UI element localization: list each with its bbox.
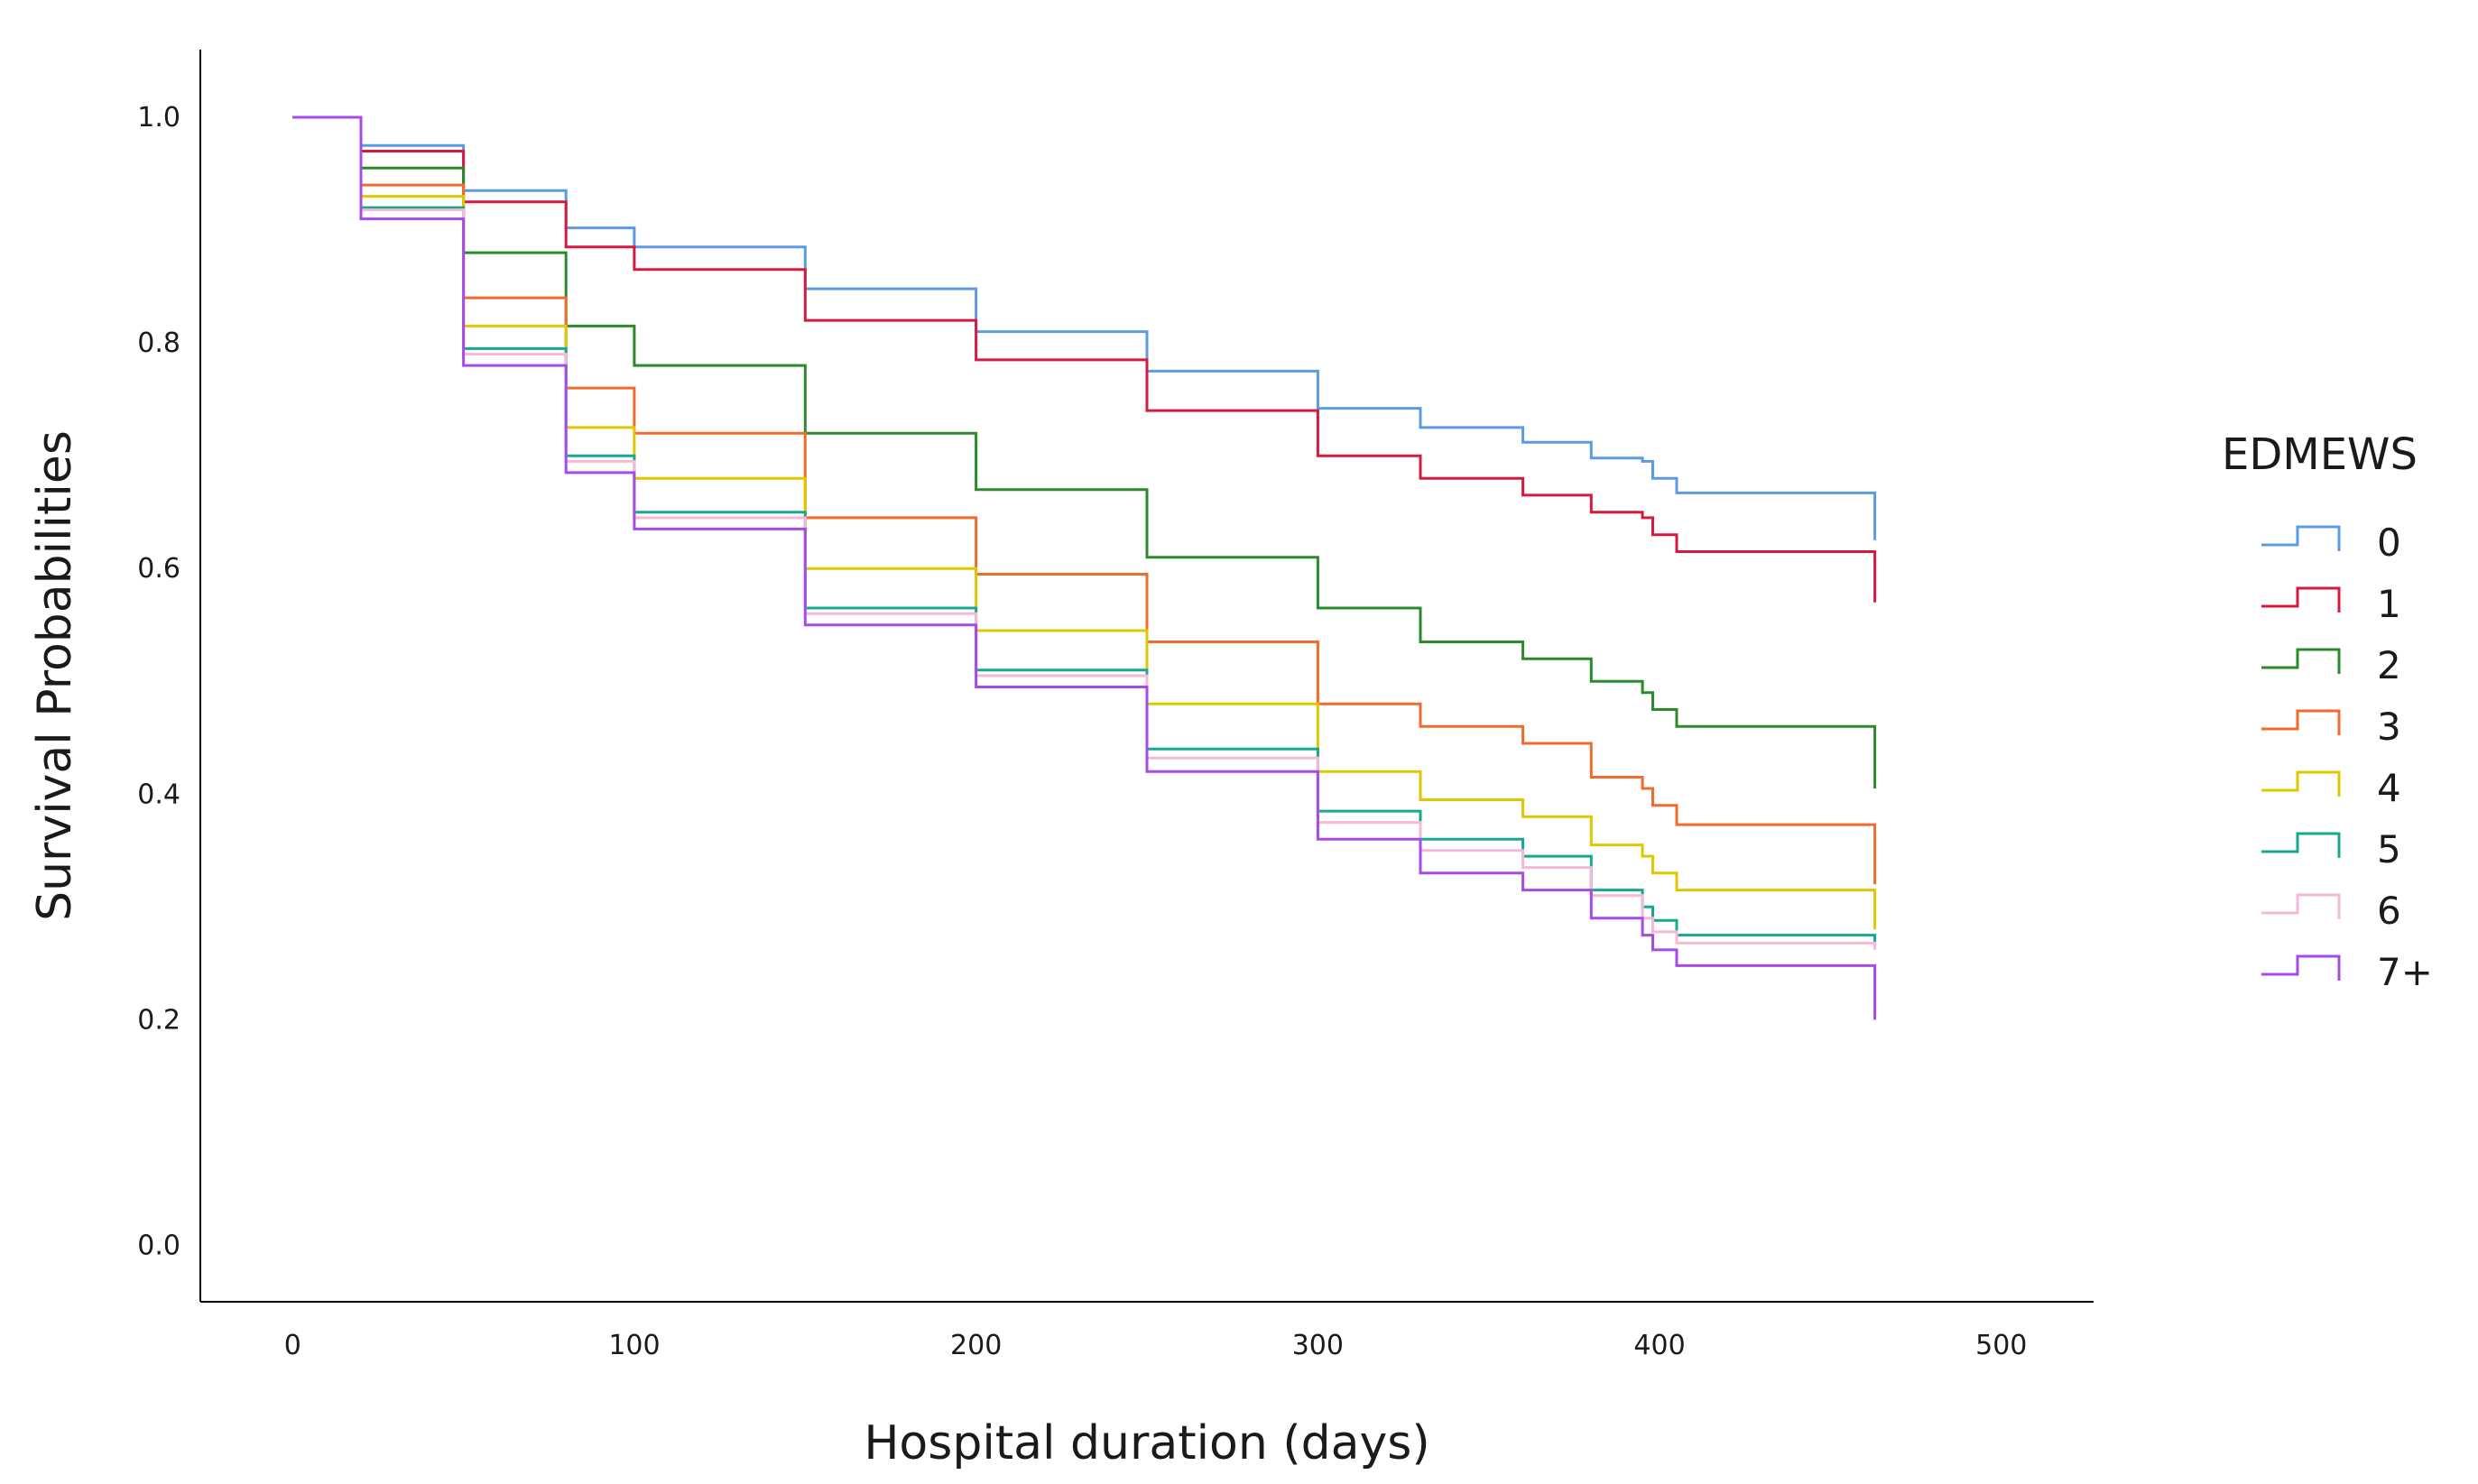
x-tick-label: 400 <box>1633 1330 1685 1361</box>
y-tick-label: 1.0 <box>137 102 180 134</box>
y-tick-labels: 0.0 0.2 0.4 0.6 0.8 1.0 <box>137 102 180 1261</box>
legend: EDMEWS 0 1 2 3 4 5 6 7+ <box>2222 429 2433 994</box>
y-tick-label: 0.8 <box>137 327 180 359</box>
legend-key <box>2261 709 2341 735</box>
legend-label: 4 <box>2377 766 2401 810</box>
series-line-4 <box>292 115 1877 930</box>
legend-title: EDMEWS <box>2222 429 2418 480</box>
series-line-0 <box>292 115 1877 540</box>
y-tick-label: 0.4 <box>137 779 180 810</box>
legend-label: 5 <box>2377 827 2401 871</box>
series-line-5 <box>292 115 1877 947</box>
legend-key <box>2261 770 2341 797</box>
legend-items: 0 1 2 3 4 5 6 7+ <box>2261 521 2433 994</box>
x-axis-title: Hospital duration (days) <box>864 1416 1429 1470</box>
series-line-3 <box>292 115 1877 885</box>
x-tick-label: 200 <box>950 1330 1002 1361</box>
series-line-1 <box>292 115 1877 603</box>
x-tick-labels: 0 100 200 300 400 500 <box>284 1330 2028 1361</box>
legend-label: 1 <box>2377 582 2401 626</box>
legend-label: 7+ <box>2377 950 2433 994</box>
y-tick-label: 0.6 <box>137 553 180 585</box>
legend-label: 2 <box>2377 643 2401 687</box>
legend-key <box>2261 832 2341 858</box>
x-tick-label: 500 <box>1975 1330 2027 1361</box>
legend-label: 0 <box>2377 521 2401 565</box>
x-tick-label: 0 <box>284 1330 301 1361</box>
series-line-6 <box>292 115 1877 950</box>
y-axis-title: Survival Probabilities <box>28 430 82 921</box>
series-line-7plus <box>292 115 1877 1020</box>
legend-key <box>2261 954 2341 981</box>
series-lines <box>292 115 1877 1020</box>
x-tick-label: 300 <box>1292 1330 1344 1361</box>
legend-key <box>2261 525 2341 551</box>
legend-key <box>2261 893 2341 919</box>
legend-key <box>2261 586 2341 613</box>
series-line-2 <box>292 115 1877 788</box>
y-tick-label: 0.0 <box>137 1230 180 1261</box>
legend-label: 6 <box>2377 889 2401 933</box>
legend-label: 3 <box>2377 705 2401 749</box>
y-tick-label: 0.2 <box>137 1004 180 1036</box>
axes <box>199 50 2094 1303</box>
x-tick-label: 100 <box>608 1330 660 1361</box>
legend-key <box>2261 648 2341 674</box>
